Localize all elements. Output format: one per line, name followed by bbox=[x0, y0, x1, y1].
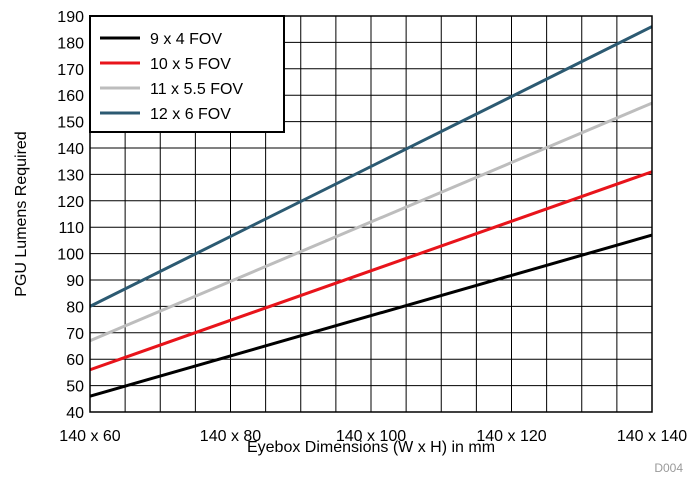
legend: 9 x 4 FOV 10 x 5 FOV 11 x 5.5 FOV 12 x 6 FO… bbox=[90, 16, 284, 132]
y-tick-label: 40 bbox=[66, 405, 84, 422]
y-tick-label: 100 bbox=[57, 247, 84, 264]
y-tick-label: 70 bbox=[66, 326, 84, 343]
y-tick-label: 120 bbox=[57, 194, 84, 211]
x-tick-label: 140 x 140 bbox=[617, 428, 687, 445]
y-tick-label: 90 bbox=[66, 273, 84, 290]
legend-label: 11 x 5.5 FOV bbox=[150, 81, 243, 98]
y-tick-label: 180 bbox=[57, 35, 84, 52]
y-tick-label: 60 bbox=[66, 352, 84, 369]
y-tick-label: 50 bbox=[66, 379, 84, 396]
y-tick-label: 140 bbox=[57, 141, 84, 158]
y-tick-label: 170 bbox=[57, 62, 84, 79]
y-tick-label: 160 bbox=[57, 88, 84, 105]
x-axis-title: Eyebox Dimensions (W x H) in mm bbox=[247, 439, 495, 456]
y-tick-labels: 40 50 60 70 80 90 100 110 120 130 140 150 160 170 180 1… bbox=[57, 9, 84, 422]
legend-label: 10 x 5 FOV bbox=[150, 56, 231, 73]
y-tick-label: 110 bbox=[58, 220, 84, 237]
y-tick-label: 80 bbox=[66, 299, 84, 316]
y-tick-label: 130 bbox=[57, 167, 84, 184]
legend-label: 12 x 6 FOV bbox=[150, 106, 231, 123]
figure-id: D004 bbox=[654, 461, 683, 475]
y-axis-title: PGU Lumens Required bbox=[13, 131, 30, 296]
y-tick-label: 150 bbox=[57, 115, 84, 132]
y-tick-label: 190 bbox=[57, 9, 84, 26]
legend-label: 9 x 4 FOV bbox=[150, 31, 222, 48]
x-tick-label: 140 x 60 bbox=[59, 428, 120, 445]
